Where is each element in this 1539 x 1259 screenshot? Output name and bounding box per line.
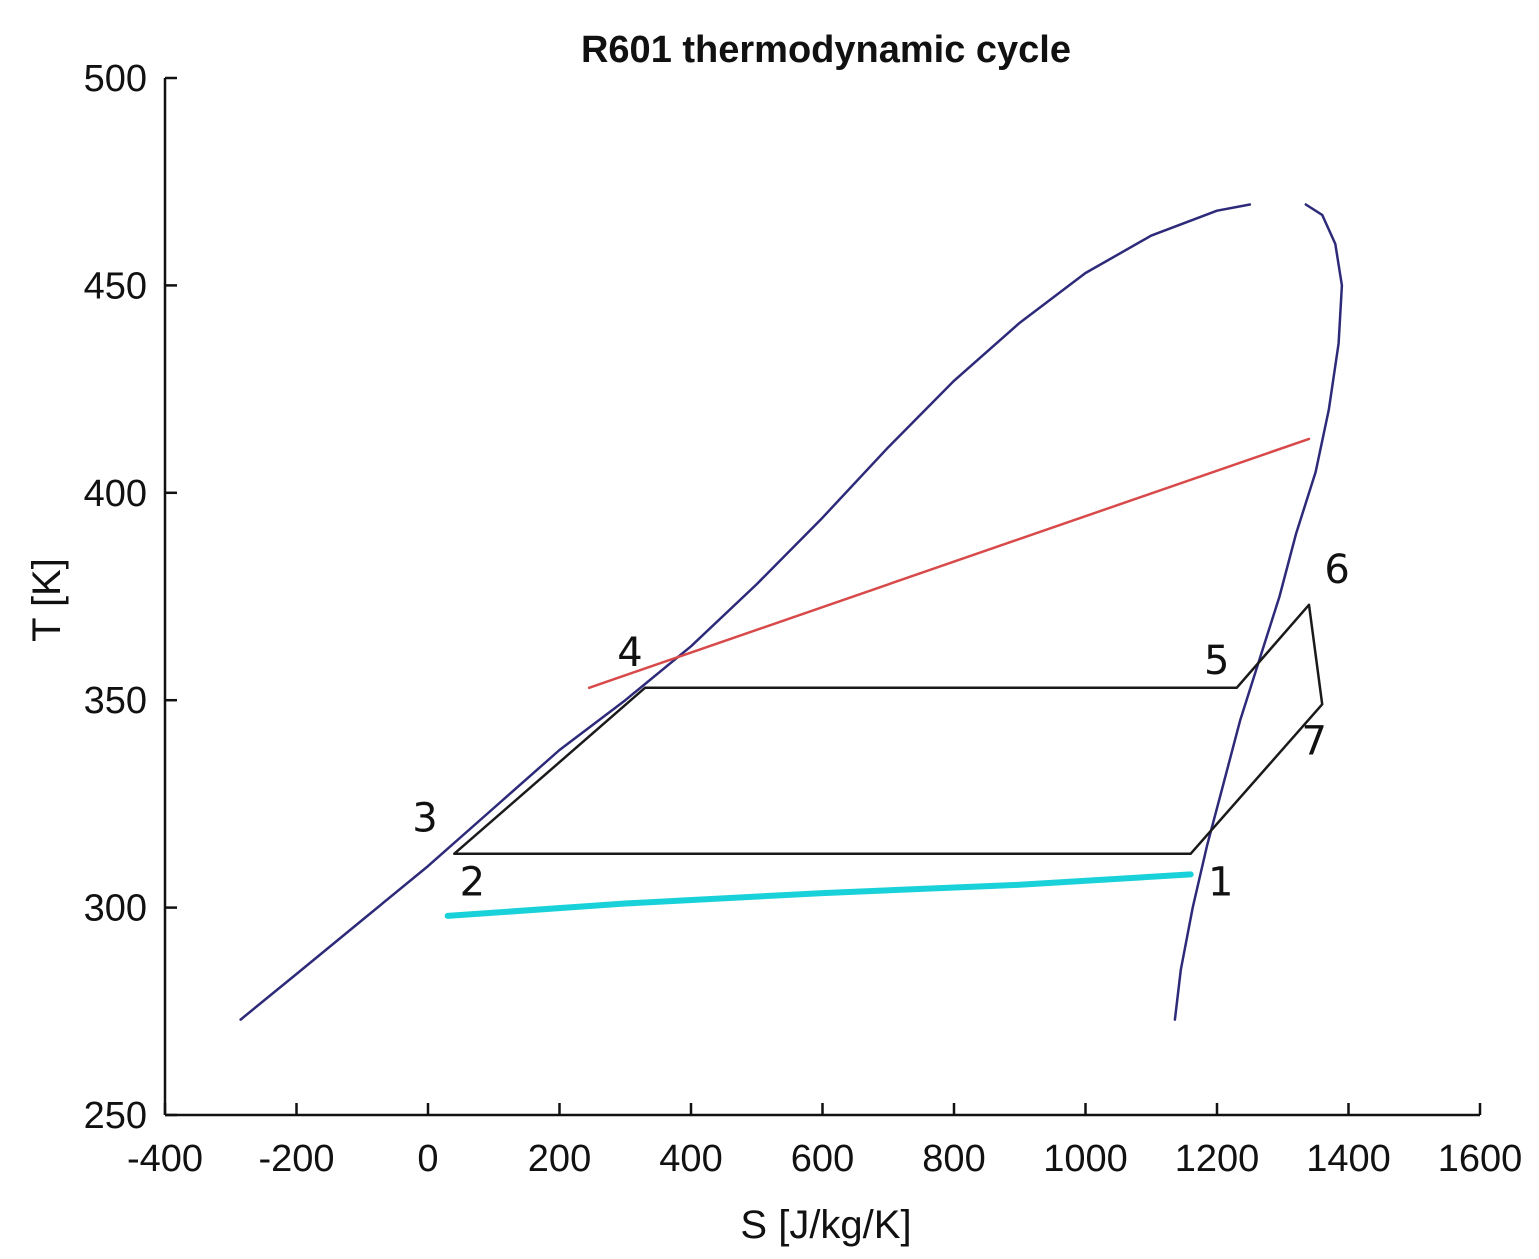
y-tick-label: 350 xyxy=(84,680,147,722)
saturated-liquid-curve xyxy=(239,203,1252,1021)
x-tick-label: -400 xyxy=(127,1138,203,1180)
state-point-label: 5 xyxy=(1204,638,1229,684)
x-axis-label: S [J/kg/K] xyxy=(740,1203,911,1247)
x-tick-label: 600 xyxy=(791,1138,854,1180)
y-axis-label: T [K] xyxy=(25,558,69,642)
x-tick-label: -200 xyxy=(258,1138,334,1180)
heat-source xyxy=(587,437,1311,690)
state-point-label: 7 xyxy=(1301,718,1326,764)
y-tick-label: 450 xyxy=(84,265,147,307)
axes: -400 -200 0 200 400 600 800 1000 1200 1400 1600250… xyxy=(84,58,1523,1180)
x-tick-label: 400 xyxy=(659,1138,722,1180)
x-tick-label: 1600 xyxy=(1438,1138,1523,1180)
y-tick-label: 250 xyxy=(84,1095,147,1137)
y-tick-label: 500 xyxy=(84,58,147,100)
state-point-label: 6 xyxy=(1324,547,1349,593)
plot-series xyxy=(239,203,1344,1021)
state-point-label: 4 xyxy=(617,630,642,676)
state-point-label: 1 xyxy=(1208,860,1233,906)
x-tick-label: 0 xyxy=(417,1138,438,1180)
cycle xyxy=(453,603,1324,855)
state-point-label: 2 xyxy=(460,860,485,906)
y-tick-label: 300 xyxy=(84,888,147,930)
chart-title: R601 thermodynamic cycle xyxy=(581,29,1071,71)
saturated-vapor-curve xyxy=(1173,203,1344,1021)
x-tick-label: 800 xyxy=(922,1138,985,1180)
x-tick-label: 1400 xyxy=(1306,1138,1391,1180)
state-point-label: 3 xyxy=(412,796,437,842)
heat-sink xyxy=(444,871,1194,919)
y-tick-label: 400 xyxy=(84,473,147,515)
x-tick-label: 1000 xyxy=(1043,1138,1128,1180)
x-tick-label: 200 xyxy=(528,1138,591,1180)
x-tick-label: 1200 xyxy=(1175,1138,1260,1180)
